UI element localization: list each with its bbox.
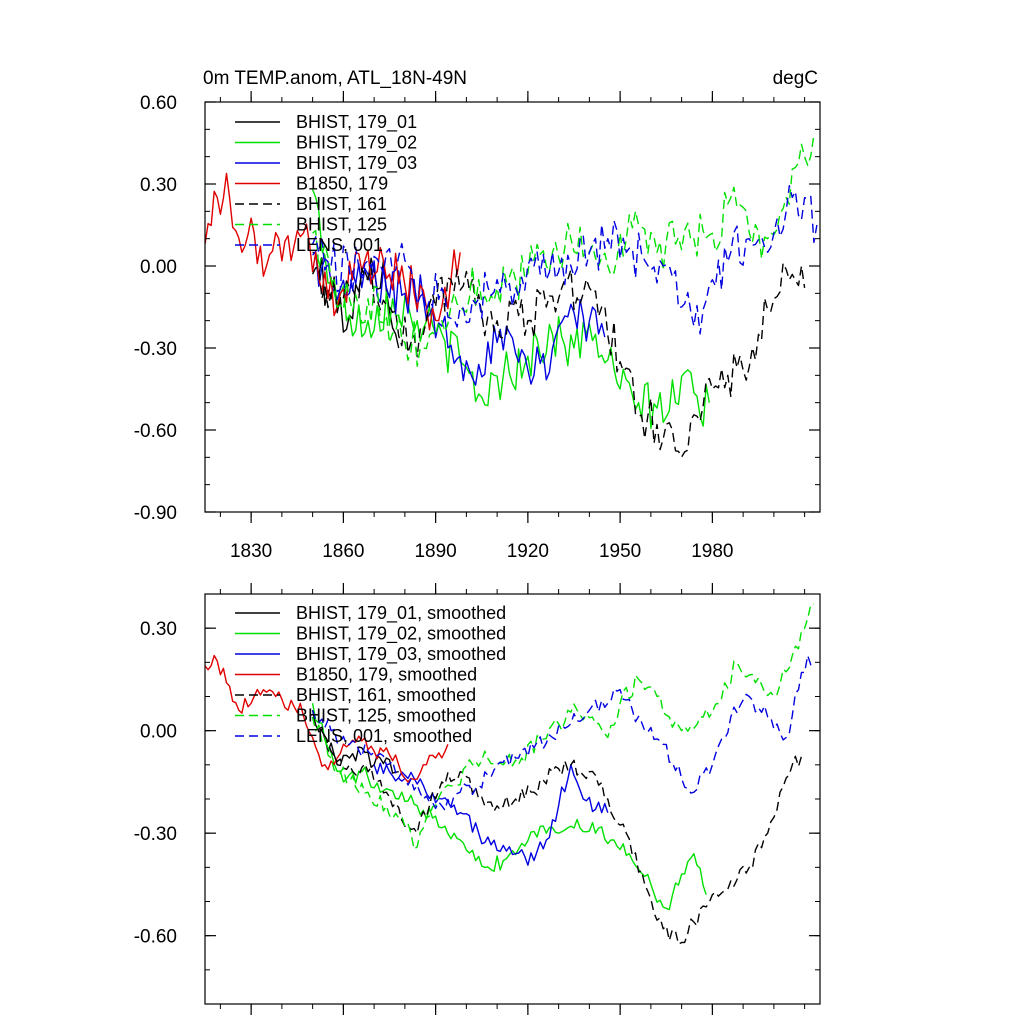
x-tick-label: 1980 [691, 541, 733, 562]
legend-entry-bhist-179-02-smoothed: BHIST, 179_02, smoothed [235, 624, 506, 645]
bottom-panel-axes: -0.60 -0.30 0.00 0.30 [134, 583, 820, 1015]
legend-entry-bhist-179-02: BHIST, 179_02 [235, 133, 417, 154]
legend-entry-bhist-179-01-smoothed: BHIST, 179_01, smoothed [235, 603, 506, 624]
y-tick-label: -0.30 [134, 824, 177, 845]
series-line-lens-001 [311, 184, 818, 335]
y-tick-label: 0.30 [140, 175, 177, 196]
y-tick-label: -0.30 [134, 339, 177, 360]
top-panel-series [205, 134, 818, 458]
legend-label: BHIST, 125 [296, 215, 387, 235]
y-tick-label: 0.00 [140, 257, 177, 278]
top-panel-units: degC [773, 68, 818, 89]
series-line-bhist-179-03 [312, 250, 606, 386]
series-line-bhist-125 [312, 134, 815, 367]
top-panel-frame [204, 101, 821, 513]
x-tick-label: 1890 [414, 541, 456, 562]
top-panel-title: 0m TEMP.anom, ATL_18N-49N [203, 68, 467, 89]
legend-label: BHIST, 161 [296, 194, 387, 214]
legend-entry-bhist-179-03: BHIST, 179_03 [235, 153, 417, 174]
bottom-panel-series [205, 603, 815, 945]
legend-label: LENS, 001, smoothed [296, 726, 472, 746]
top-panel-axes: -0.90 -0.60 -0.30 0.00 0.30 0.60 1830 1860 1890 1… [134, 91, 820, 562]
legend-entry-lens-001-smoothed: LENS, 001, smoothed [235, 726, 472, 746]
legend-label: BHIST, 179_01, smoothed [296, 603, 506, 624]
x-tick-label: 1920 [507, 541, 549, 562]
legend-entry-bhist-179-03-smoothed: BHIST, 179_03, smoothed [235, 644, 506, 665]
legend-label: BHIST, 125, smoothed [296, 706, 476, 726]
y-tick-label: -0.90 [134, 503, 177, 524]
legend-label: B1850, 179, smoothed [296, 665, 477, 685]
legend-entry-bhist-161-smoothed: BHIST, 161, smoothed [235, 685, 476, 705]
legend-label: BHIST, 179_02, smoothed [296, 624, 506, 645]
y-tick-label: 0.00 [140, 722, 177, 743]
legend-entry-bhist-161: BHIST, 161 [235, 194, 387, 214]
top-panel: 0m TEMP.anom, ATL_18N-49N degC BHIST, 17… [134, 68, 821, 562]
legend-label: BHIST, 179_01 [296, 112, 417, 133]
legend-label: BHIST, 179_03, smoothed [296, 644, 506, 665]
legend-entry-b1850-179: B1850, 179 [235, 174, 388, 194]
series-line-bhist-161-smoothed [311, 716, 805, 945]
x-tick-label: 1950 [599, 541, 641, 562]
legend-entry-b1850-179-smoothed: B1850, 179, smoothed [235, 665, 477, 685]
series-line-b1850-179 [205, 172, 461, 331]
series-line-lens-001-smoothed [311, 654, 815, 811]
legend-entry-bhist-179-01: BHIST, 179_01 [235, 112, 417, 133]
legend-entry-bhist-125: BHIST, 125 [235, 215, 387, 235]
legend-entry-bhist-125-smoothed: BHIST, 125, smoothed [235, 706, 476, 726]
series-line-bhist-125-smoothed [311, 603, 814, 850]
legend-label: BHIST, 161, smoothed [296, 685, 476, 705]
legend-label: LENS, 001 [296, 235, 383, 255]
x-tick-label: 1830 [230, 541, 272, 562]
series-line-bhist-179-03-smoothed [373, 762, 609, 866]
legend-label: BHIST, 179_03 [296, 153, 417, 174]
y-tick-label: -0.60 [134, 421, 177, 442]
series-line-b1850-179-smoothed [205, 654, 449, 783]
series-line-bhist-161 [311, 262, 806, 458]
y-tick-label: 0.30 [140, 619, 177, 640]
legend-label: BHIST, 179_02 [296, 133, 417, 154]
legend-label: B1850, 179 [296, 174, 388, 194]
x-tick-label: 1860 [322, 541, 364, 562]
y-tick-label: -0.60 [134, 927, 177, 948]
series-line-bhist-179-02 [311, 189, 710, 429]
legend-entry-lens-001: LENS, 001 [235, 235, 383, 255]
y-tick-label: 0.60 [140, 93, 177, 114]
